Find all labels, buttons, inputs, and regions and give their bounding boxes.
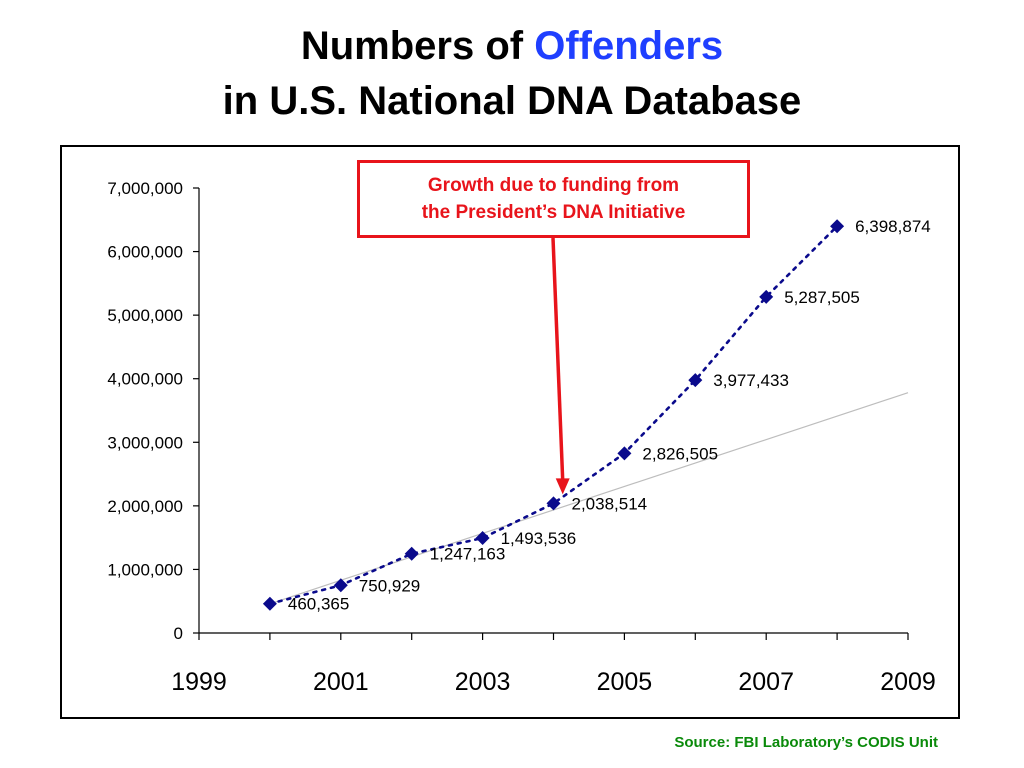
page-title-line2: in U.S. National DNA Database (222, 79, 802, 123)
page-title-line1: Numbers of Offenders (0, 20, 1024, 72)
data-label: 2,038,514 (572, 494, 648, 513)
data-label: 1,247,163 (430, 545, 506, 564)
y-tick-label: 0 (174, 624, 183, 643)
data-point-marker (404, 546, 419, 561)
trend-line (269, 392, 909, 605)
y-tick-label: 7,000,000 (107, 179, 183, 198)
data-point-marker (546, 496, 561, 511)
chart-frame (60, 145, 960, 719)
data-point-marker (475, 531, 490, 546)
y-tick-label: 5,000,000 (107, 306, 183, 325)
y-tick-label: 1,000,000 (107, 560, 183, 579)
title-accent: Offenders (534, 24, 724, 68)
callout-arrow-head (555, 478, 570, 495)
y-tick-label: 3,000,000 (107, 433, 183, 452)
x-tick-label: 2007 (738, 668, 794, 696)
x-tick-label: 2005 (597, 668, 653, 696)
source-note: Source: FBI Laboratory’s CODIS Unit (674, 734, 938, 751)
data-point-marker (617, 446, 632, 461)
x-tick-label: 2009 (880, 668, 936, 696)
title-prefix: Numbers of (300, 24, 535, 68)
annotation-callout: Growth due to funding from the President… (357, 160, 750, 238)
x-tick-label: 1999 (171, 668, 227, 696)
x-tick-label: 2001 (313, 668, 369, 696)
data-point-marker (688, 373, 703, 388)
y-tick-label: 4,000,000 (107, 370, 183, 389)
callout-line2: the President’s DNA Initiative (421, 202, 686, 223)
y-tick-label: 6,000,000 (107, 243, 183, 262)
series-line (268, 224, 839, 606)
data-label: 5,287,505 (784, 288, 860, 307)
data-label: 3,977,433 (713, 371, 789, 390)
data-label: 460,365 (288, 595, 349, 614)
callout-arrow-line (551, 237, 565, 481)
data-label: 1,493,536 (501, 529, 577, 548)
callout-line1: Growth due to funding from (427, 175, 680, 196)
data-label: 6,398,874 (855, 217, 931, 236)
data-point-marker (830, 219, 845, 234)
y-tick-label: 2,000,000 (107, 497, 183, 516)
data-label: 2,826,505 (642, 444, 718, 463)
data-point-marker (262, 596, 277, 611)
data-label: 750,929 (359, 576, 420, 595)
data-point-marker (333, 578, 348, 593)
x-tick-label: 2003 (455, 668, 511, 696)
data-point-marker (759, 289, 774, 304)
